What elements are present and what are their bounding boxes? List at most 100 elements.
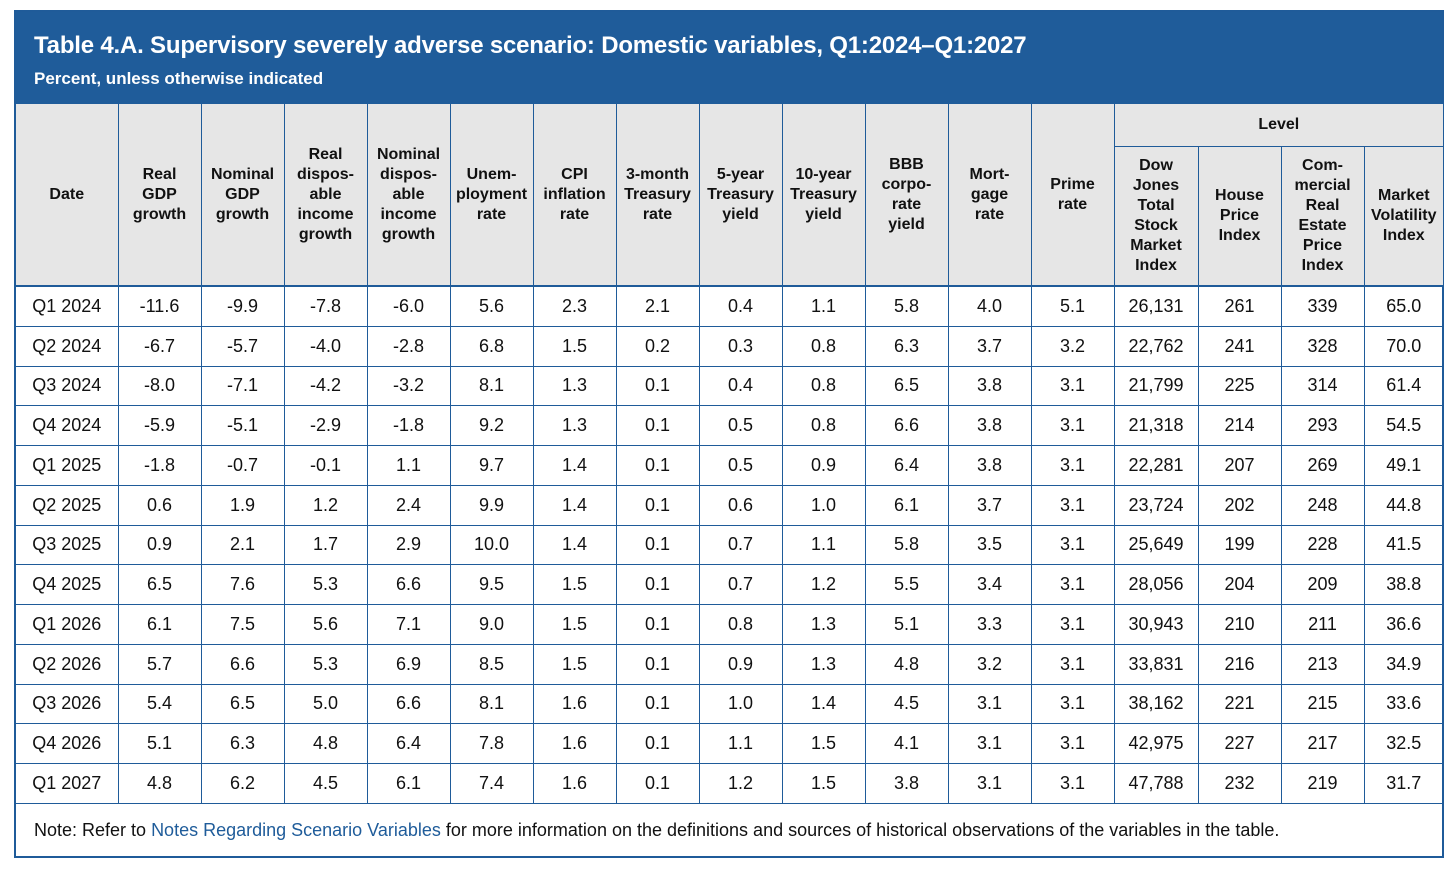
value-cell: 4.5	[283, 763, 367, 804]
column-header: 5-year Treasury yield	[698, 104, 782, 286]
value-cell: 204	[1197, 564, 1281, 605]
table-row: Q1 2025 -1.8 -0.7 -0.1 1.1 9.7 1.4 0.1 0.5 0.9 6.4…	[16, 445, 1444, 486]
value-cell: 0.6	[117, 485, 201, 526]
value-cell: 1.3	[532, 405, 616, 446]
value-cell: 10.0	[449, 525, 533, 566]
value-cell: 0.7	[698, 525, 782, 566]
column-header-line: 3-month	[625, 165, 690, 183]
value-cell: 25,649	[1113, 525, 1198, 566]
column-header-line: rate	[891, 195, 922, 213]
value-cell: 202	[1197, 485, 1281, 526]
value-cell: 4.8	[864, 644, 948, 685]
date-cell: Q1 2025	[16, 445, 118, 486]
value-cell: 6.4	[864, 445, 948, 486]
column-header-line: growth	[132, 205, 187, 223]
value-cell: 0.1	[615, 405, 699, 446]
column-header-line: Index	[1382, 227, 1425, 244]
value-cell: 70.0	[1363, 326, 1444, 367]
table-row: Q3 2025 0.9 2.1 1.7 2.9 10.0 1.4 0.1 0.7 1.1 5.8 3.…	[16, 525, 1444, 566]
scenario-table: Date Real GDP growth Nominal GDP growth Real dis…	[16, 104, 1444, 804]
column-header-line: able	[392, 185, 425, 203]
value-cell: -3.2	[366, 366, 450, 407]
value-cell: 9.9	[449, 485, 533, 526]
value-cell: 199	[1197, 525, 1281, 566]
column-header-line: Unem-	[466, 165, 517, 183]
table-row: Q1 2027 4.8 6.2 4.5 6.1 7.4 1.6 0.1 1.2 1.5 3.8 3.1…	[16, 763, 1444, 804]
value-cell: 0.6	[698, 485, 782, 526]
value-cell: 31.7	[1363, 763, 1444, 804]
table-row: Q2 2026 5.7 6.6 5.3 6.9 8.5 1.5 0.1 0.9 1.3 4.8 3.2…	[16, 644, 1444, 685]
value-cell: 6.3	[864, 326, 948, 367]
value-cell: 1.9	[200, 485, 284, 526]
date-cell: Q1 2024	[16, 286, 118, 327]
value-cell: 1.5	[532, 564, 616, 605]
value-cell: 2.4	[366, 485, 450, 526]
value-cell: 0.1	[615, 445, 699, 486]
column-header-line: Index	[1218, 227, 1261, 244]
column-header-line: yield	[805, 205, 842, 223]
value-cell: 241	[1197, 326, 1281, 367]
column-header-line: yield	[888, 215, 925, 233]
value-cell: 1.0	[698, 684, 782, 725]
value-cell: 0.2	[615, 326, 699, 367]
column-header-line: growth	[381, 225, 436, 243]
value-cell: 1.2	[698, 763, 782, 804]
value-cell: 22,281	[1113, 445, 1198, 486]
value-cell: -6.7	[117, 326, 201, 367]
column-header: Nominal GDP growth	[200, 104, 284, 286]
value-cell: 5.3	[283, 564, 367, 605]
value-cell: 232	[1197, 763, 1281, 804]
value-cell: 0.4	[698, 286, 782, 327]
value-cell: 6.2	[200, 763, 284, 804]
value-cell: 1.6	[532, 723, 616, 764]
value-cell: 34.9	[1363, 644, 1444, 685]
value-cell: 3.3	[947, 604, 1031, 645]
value-cell: 216	[1197, 644, 1281, 685]
value-cell: 1.7	[283, 525, 367, 566]
value-cell: 293	[1280, 405, 1364, 446]
value-cell: -6.0	[366, 286, 450, 327]
table-header-banner: Table 4.A. Supervisory severely adverse …	[16, 12, 1442, 104]
column-header-line: Price	[1302, 237, 1343, 254]
value-cell: 6.5	[864, 366, 948, 407]
value-cell: 3.8	[947, 366, 1031, 407]
value-cell: 0.1	[615, 723, 699, 764]
note-prefix: Note: Refer to	[34, 820, 152, 840]
value-cell: 215	[1280, 684, 1364, 725]
value-cell: -2.9	[283, 405, 367, 446]
value-cell: 0.9	[781, 445, 865, 486]
column-header-line: income	[380, 205, 437, 223]
notes-link[interactable]: Notes Regarding Scenario Variables	[151, 820, 441, 840]
value-cell: 0.1	[615, 525, 699, 566]
value-cell: 0.9	[117, 525, 201, 566]
value-cell: 6.1	[864, 485, 948, 526]
value-cell: 0.1	[615, 604, 699, 645]
column-header-line: Com-	[1302, 157, 1343, 174]
value-cell: 3.2	[947, 644, 1031, 685]
table-row: Q3 2026 5.4 6.5 5.0 6.6 8.1 1.6 0.1 1.0 1.4 4.5 3.1…	[16, 684, 1444, 725]
value-cell: 8.1	[449, 366, 533, 407]
value-cell: 5.6	[283, 604, 367, 645]
value-cell: -7.8	[283, 286, 367, 327]
column-header: Com-mercial Real Estate Price Index	[1280, 146, 1364, 286]
value-cell: -11.6	[117, 286, 201, 327]
column-header-line: rate	[476, 205, 507, 223]
value-cell: 3.7	[947, 485, 1031, 526]
column-header-line: gage	[970, 185, 1009, 203]
value-cell: 225	[1197, 366, 1281, 407]
value-cell: 1.5	[532, 644, 616, 685]
value-cell: -5.1	[200, 405, 284, 446]
value-cell: 219	[1280, 763, 1364, 804]
value-cell: 5.4	[117, 684, 201, 725]
value-cell: 0.8	[781, 366, 865, 407]
value-cell: 5.1	[117, 723, 201, 764]
column-header-line: 5-year	[716, 165, 765, 183]
value-cell: 32.5	[1363, 723, 1444, 764]
column-header-line: Prime	[1050, 175, 1095, 193]
value-cell: 328	[1280, 326, 1364, 367]
value-cell: 3.4	[947, 564, 1031, 605]
value-cell: 1.2	[283, 485, 367, 526]
value-cell: 269	[1280, 445, 1364, 486]
value-cell: 1.1	[698, 723, 782, 764]
date-cell: Q4 2026	[16, 723, 118, 764]
